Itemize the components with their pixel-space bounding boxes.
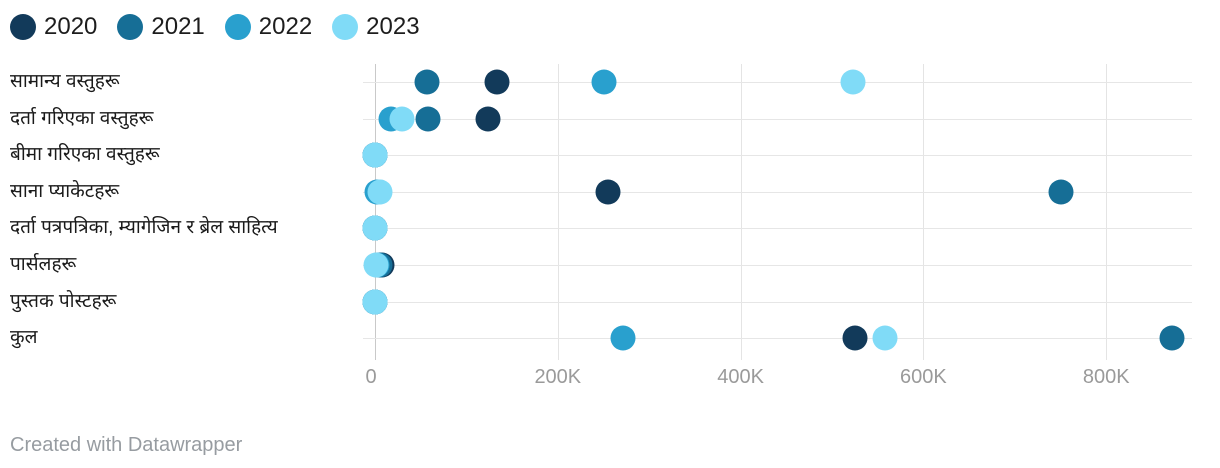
x-gridline-200K <box>557 64 559 360</box>
row-gridline <box>363 118 1192 120</box>
category-label: दर्ता पत्रपत्रिका, म्यागेजिन र ब्रेल साह… <box>10 217 278 239</box>
data-dot-2023 <box>840 69 866 95</box>
x-axis-tick-800K: 800K <box>1082 366 1130 388</box>
legend-dot-2020-icon <box>10 14 36 40</box>
category-label: पार्सलहरू <box>10 254 77 275</box>
legend-dot-2023-icon <box>332 14 359 40</box>
category-label: साना प्याकेटहरू <box>10 180 120 202</box>
legend-item-2022: 2022 <box>224 13 313 40</box>
legend-item-2021: 2021 <box>117 13 205 40</box>
data-dot-2020 <box>475 106 501 132</box>
data-dot-2023 <box>367 179 393 205</box>
x-axis-tick-0: 0 <box>365 366 377 388</box>
data-dot-2020 <box>595 179 621 205</box>
x-gridline-600K <box>923 64 925 360</box>
category-label: पुस्तक पोस्टहरू <box>10 290 117 312</box>
row-gridline <box>363 338 1192 340</box>
category-label: कुल <box>10 327 38 349</box>
row-gridline <box>363 301 1192 303</box>
chart-legend: 2020 2021 2022 2023 <box>10 12 440 42</box>
x-gridline-400K <box>740 64 742 360</box>
data-dot-2020 <box>842 325 868 351</box>
x-gridline-800K <box>1106 64 1108 360</box>
data-dot-2022 <box>610 325 636 351</box>
data-dot-2022 <box>591 69 616 95</box>
x-axis-tick-200K: 200K <box>534 366 582 388</box>
x-axis-tick-600K: 600K <box>900 366 947 388</box>
data-dot-2023 <box>872 325 898 351</box>
row-gridline <box>363 228 1192 230</box>
category-label: दर्ता गरिएका वस्तुहरू <box>10 107 154 129</box>
row-gridline <box>363 82 1192 83</box>
x-gridline-0 <box>375 64 376 360</box>
data-dot-2021 <box>1048 179 1073 205</box>
x-axis-tick-400K: 400K <box>717 366 764 388</box>
row-gridline <box>363 155 1192 157</box>
category-label: बीमा गरिएका वस्तुहरू <box>10 144 160 166</box>
data-dot-2023 <box>362 289 388 315</box>
datawrapper-credit: Created with Datawrapper <box>10 434 243 456</box>
data-dot-2021 <box>414 69 440 95</box>
legend-label-2020: 2020 <box>44 13 98 40</box>
legend-label-2022: 2022 <box>258 13 313 40</box>
data-dot-2023 <box>362 215 388 241</box>
row-gridline <box>363 191 1192 193</box>
data-dot-2020 <box>484 69 510 95</box>
data-dot-2023 <box>389 106 414 132</box>
data-dot-2023 <box>362 142 388 168</box>
data-dot-2023 <box>363 252 389 278</box>
legend-label-2021: 2021 <box>151 13 205 40</box>
data-dot-2021 <box>415 106 441 132</box>
data-dot-2021 <box>1159 325 1185 351</box>
legend-dot-2022-icon <box>224 14 251 40</box>
row-gridline <box>363 265 1192 266</box>
category-label: सामान्य वस्तुहरू <box>10 71 120 92</box>
legend-item-2023: 2023 <box>332 13 420 40</box>
dot-plot-chart: 0 200K 400K 600K 800K सामान्य वस्तुहरू दर्ता ग… <box>10 64 1192 388</box>
legend-dot-2021-icon <box>117 14 144 40</box>
legend-item-2020: 2020 <box>10 14 97 40</box>
legend-label-2023: 2023 <box>366 13 420 40</box>
